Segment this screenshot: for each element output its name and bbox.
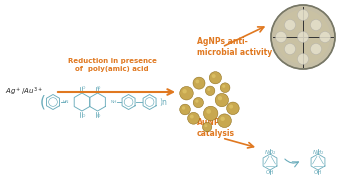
Text: Reduction in presence
of  poly(amic) acid: Reduction in presence of poly(amic) acid	[68, 59, 156, 72]
Circle shape	[188, 112, 199, 124]
Circle shape	[193, 77, 205, 89]
Circle shape	[212, 74, 216, 78]
Circle shape	[271, 5, 335, 69]
Circle shape	[182, 106, 185, 110]
Text: OH: OH	[266, 170, 274, 175]
Text: O: O	[81, 114, 85, 118]
Text: OH: OH	[314, 170, 322, 175]
Circle shape	[297, 32, 308, 43]
Circle shape	[221, 117, 225, 121]
Text: O: O	[81, 86, 85, 90]
Text: $NH_2$: $NH_2$	[312, 148, 324, 157]
Text: O: O	[97, 86, 100, 90]
Circle shape	[319, 32, 331, 43]
Circle shape	[220, 83, 230, 93]
Circle shape	[297, 53, 308, 64]
Circle shape	[227, 102, 239, 115]
Text: AuNPs
catalysis: AuNPs catalysis	[197, 118, 235, 138]
Circle shape	[284, 43, 296, 54]
Circle shape	[222, 85, 225, 88]
Text: HN: HN	[62, 100, 69, 104]
Circle shape	[310, 19, 321, 30]
Circle shape	[207, 88, 210, 91]
Text: O: O	[97, 114, 100, 118]
Text: $Ag^+/Au^{3+}$: $Ag^+/Au^{3+}$	[5, 86, 43, 98]
Circle shape	[182, 89, 187, 94]
Circle shape	[209, 72, 222, 84]
Circle shape	[195, 99, 199, 103]
Text: (: (	[40, 94, 46, 109]
Text: AgNPs anti-
microbial activity: AgNPs anti- microbial activity	[197, 37, 272, 57]
Circle shape	[190, 115, 194, 119]
Circle shape	[310, 43, 321, 54]
Circle shape	[203, 106, 218, 121]
Circle shape	[206, 109, 211, 114]
Circle shape	[229, 105, 233, 109]
Circle shape	[193, 98, 203, 108]
Circle shape	[196, 80, 199, 83]
Text: $NO_2$: $NO_2$	[264, 148, 276, 157]
Circle shape	[180, 86, 193, 100]
Circle shape	[205, 86, 215, 95]
Circle shape	[180, 104, 190, 115]
Circle shape	[204, 124, 207, 127]
Circle shape	[275, 32, 286, 43]
Text: NH: NH	[110, 100, 117, 104]
Circle shape	[218, 96, 222, 100]
Circle shape	[218, 114, 232, 128]
Circle shape	[202, 122, 212, 132]
Circle shape	[284, 19, 296, 30]
Circle shape	[215, 93, 228, 107]
Circle shape	[297, 9, 308, 20]
Circle shape	[276, 10, 330, 64]
Text: )n: )n	[159, 98, 167, 106]
